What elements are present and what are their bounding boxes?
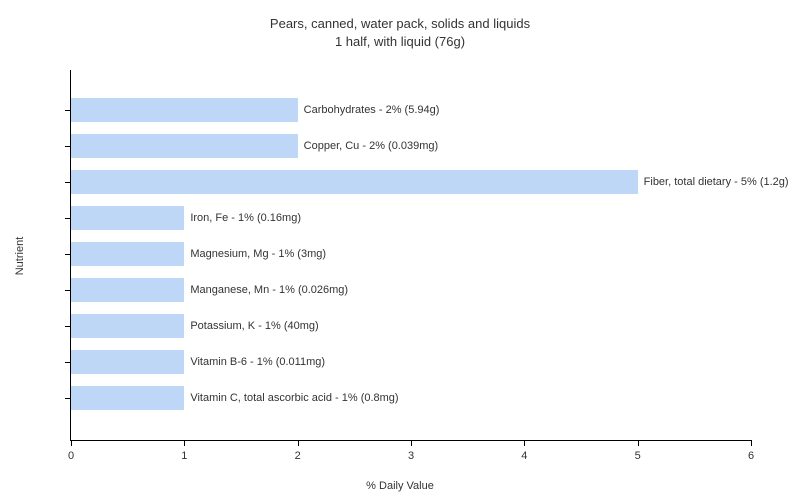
bar bbox=[71, 386, 184, 410]
bar bbox=[71, 98, 298, 122]
x-tick bbox=[524, 440, 525, 446]
bar bbox=[71, 242, 184, 266]
y-axis-label: Nutrient bbox=[14, 237, 26, 276]
bar-label: Fiber, total dietary - 5% (1.2g) bbox=[638, 170, 789, 194]
x-tick-label: 2 bbox=[295, 450, 301, 462]
x-tick bbox=[638, 440, 639, 446]
bar bbox=[71, 206, 184, 230]
x-tick-label: 0 bbox=[68, 450, 74, 462]
bar-label: Manganese, Mn - 1% (0.026mg) bbox=[184, 278, 348, 302]
x-tick-label: 5 bbox=[635, 450, 641, 462]
bar-label: Magnesium, Mg - 1% (3mg) bbox=[184, 242, 326, 266]
y-tick bbox=[65, 182, 71, 183]
x-tick-label: 3 bbox=[408, 450, 414, 462]
y-tick bbox=[65, 362, 71, 363]
plot-area: Carbohydrates - 2% (5.94g) Copper, Cu - 2… bbox=[70, 70, 751, 441]
bar-label: Iron, Fe - 1% (0.16mg) bbox=[184, 206, 301, 230]
chart-title: Pears, canned, water pack, solids and li… bbox=[0, 0, 800, 51]
bar bbox=[71, 134, 298, 158]
bar-label: Potassium, K - 1% (40mg) bbox=[184, 314, 318, 338]
y-tick bbox=[65, 254, 71, 255]
bar-label: Copper, Cu - 2% (0.039mg) bbox=[298, 134, 439, 158]
x-tick-label: 6 bbox=[748, 450, 754, 462]
bar-label: Carbohydrates - 2% (5.94g) bbox=[298, 98, 440, 122]
y-tick bbox=[65, 146, 71, 147]
chart-title-line1: Pears, canned, water pack, solids and li… bbox=[270, 16, 530, 31]
y-tick bbox=[65, 218, 71, 219]
y-tick bbox=[65, 326, 71, 327]
x-tick-label: 4 bbox=[521, 450, 527, 462]
x-axis-label: % Daily Value bbox=[366, 480, 434, 492]
x-tick bbox=[751, 440, 752, 446]
bar-label: Vitamin C, total ascorbic acid - 1% (0.8… bbox=[184, 386, 398, 410]
bar-label: Vitamin B-6 - 1% (0.011mg) bbox=[184, 350, 325, 374]
chart-container: Pears, canned, water pack, solids and li… bbox=[0, 0, 800, 500]
chart-title-line2: 1 half, with liquid (76g) bbox=[335, 34, 465, 49]
x-tick bbox=[298, 440, 299, 446]
x-tick bbox=[71, 440, 72, 446]
x-tick bbox=[184, 440, 185, 446]
y-tick bbox=[65, 290, 71, 291]
y-tick bbox=[65, 110, 71, 111]
x-tick-label: 1 bbox=[181, 450, 187, 462]
bar bbox=[71, 278, 184, 302]
bar bbox=[71, 170, 638, 194]
y-tick bbox=[65, 398, 71, 399]
bar bbox=[71, 314, 184, 338]
bar bbox=[71, 350, 184, 374]
x-tick bbox=[411, 440, 412, 446]
